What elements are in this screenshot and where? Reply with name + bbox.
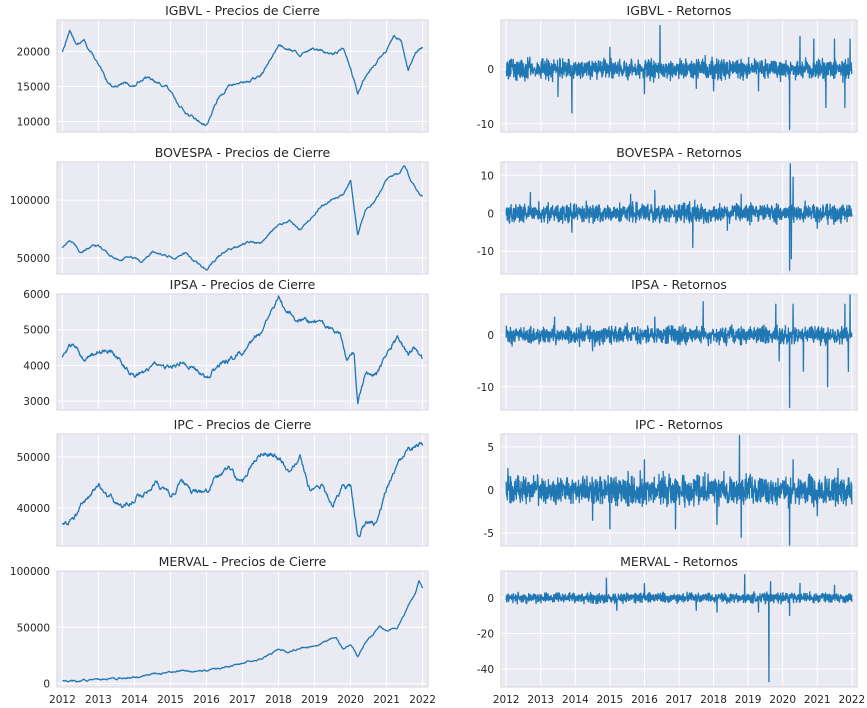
x-tick-label: 2022: [838, 694, 865, 706]
x-tick-label: 2012: [493, 694, 520, 706]
y-tick-label: 0: [487, 64, 494, 76]
ipc-price-panel: 40000 50000 IPC - Precios de Cierre: [17, 417, 429, 547]
igbvl-returns-panel: -10 0 IGBVL - Retornos: [477, 3, 858, 133]
y-tick-label: 3000: [23, 396, 50, 408]
y-tick-label: 15000: [17, 82, 50, 94]
ipsa-price-panel: 3000 4000 5000 6000 IPSA - Precios de Cierre: [23, 277, 429, 411]
x-tick-label: 2013: [527, 694, 554, 706]
x-tick-label: 2015: [157, 694, 184, 706]
y-tick-label: -5: [484, 528, 494, 540]
y-tick-label: 50000: [17, 253, 50, 265]
series-line: [61, 295, 424, 405]
x-tick-label: 2013: [85, 694, 112, 706]
plot-frame: [500, 19, 858, 133]
panel-title: IGBVL - Retornos: [627, 3, 732, 18]
series-line: [61, 441, 424, 538]
panel-title: BOVESPA - Precios de Cierre: [155, 145, 331, 160]
plot-frame: [500, 570, 858, 688]
series-line: [505, 293, 853, 409]
y-tick-label: 5: [487, 442, 494, 454]
x-tick-label: 2014: [121, 694, 148, 706]
y-tick-label: 5000: [23, 325, 50, 337]
panel-title: IPSA - Retornos: [631, 277, 727, 292]
y-tick-label: -10: [477, 119, 494, 131]
y-tick-label: 4000: [23, 360, 50, 372]
series-line: [505, 163, 853, 271]
x-tick-label: 2019: [301, 694, 328, 706]
y-tick-label: 20000: [17, 47, 50, 59]
plot-frame: [500, 433, 858, 547]
plot-frame: [500, 161, 858, 275]
x-tick-label: 2018: [700, 694, 727, 706]
panel-title: BOVESPA - Retornos: [616, 145, 741, 160]
x-tick-label: 2012: [49, 694, 76, 706]
y-tick-label: 0: [487, 208, 494, 220]
panel-title: IGBVL - Precios de Cierre: [165, 3, 320, 18]
x-tick-label: 2016: [631, 694, 658, 706]
y-tick-label: 10000: [17, 117, 50, 129]
series-line: [505, 573, 853, 683]
y-tick-label: 100000: [10, 195, 50, 207]
y-tick-label: 0: [487, 485, 494, 497]
plot-frame: [56, 293, 429, 411]
y-tick-label: 100000: [10, 566, 50, 578]
x-tick-label: 2017: [666, 694, 693, 706]
x-tick-label: 2019: [735, 694, 762, 706]
y-tick-label: -10: [477, 382, 494, 394]
x-tick-label: 2017: [229, 694, 256, 706]
y-tick-label: 50000: [17, 452, 50, 464]
panel-title: IPSA - Precios de Cierre: [170, 277, 316, 292]
y-tick-label: -40: [477, 664, 494, 676]
igbvl-price-panel: 10000 15000 20000 IGBVL - Precios de Cierre: [17, 3, 429, 133]
series-line: [505, 24, 853, 130]
plot-frame: [56, 433, 429, 547]
series-line: [62, 580, 424, 683]
panel-title: MERVAL - Precios de Cierre: [159, 554, 327, 569]
panel-title: IPC - Retornos: [635, 417, 723, 432]
merval-returns-panel: -40 -20 0 2012 2013 2014 2015 2016 2017 2018 2019 2…: [477, 554, 865, 706]
x-tick-label: 2014: [562, 694, 589, 706]
plot-frame: [56, 570, 429, 688]
bovespa-price-panel: 50000 100000 BOVESPA - Precios de Cierre: [10, 145, 429, 275]
panel-title: MERVAL - Retornos: [620, 554, 738, 569]
series-line: [61, 165, 424, 271]
y-tick-label: 6000: [23, 289, 50, 301]
series-line: [61, 29, 424, 127]
y-tick-label: 10: [481, 170, 494, 182]
x-tick-label: 2018: [265, 694, 292, 706]
x-tick-label: 2020: [769, 694, 796, 706]
series-line: [505, 435, 853, 547]
x-tick-label: 2021: [804, 694, 831, 706]
y-tick-label: 0: [487, 593, 494, 605]
x-tick-label: 2015: [597, 694, 624, 706]
ipsa-returns-panel: -10 0 IPSA - Retornos: [477, 277, 858, 411]
panel-title: IPC - Precios de Cierre: [174, 417, 312, 432]
y-tick-label: 0: [43, 679, 50, 691]
y-tick-label: 0: [487, 330, 494, 342]
plot-frame: [56, 161, 429, 275]
merval-price-panel: 0 50000 100000 2012 2013 2014 2015 2016 2017 2018…: [10, 554, 436, 706]
y-tick-label: -10: [477, 246, 494, 258]
plot-frame: [500, 293, 858, 411]
x-tick-label: 2021: [373, 694, 400, 706]
y-tick-label: -20: [477, 628, 494, 640]
y-tick-label: 50000: [17, 622, 50, 634]
bovespa-returns-panel: -10 0 10 BOVESPA - Retornos: [477, 145, 858, 275]
x-tick-label: 2016: [193, 694, 220, 706]
ipc-returns-panel: -5 0 5 IPC - Retornos: [484, 417, 858, 547]
x-tick-label: 2022: [409, 694, 436, 706]
x-tick-label: 2020: [337, 694, 364, 706]
y-tick-label: 40000: [17, 503, 50, 515]
plot-frame: [56, 19, 429, 133]
